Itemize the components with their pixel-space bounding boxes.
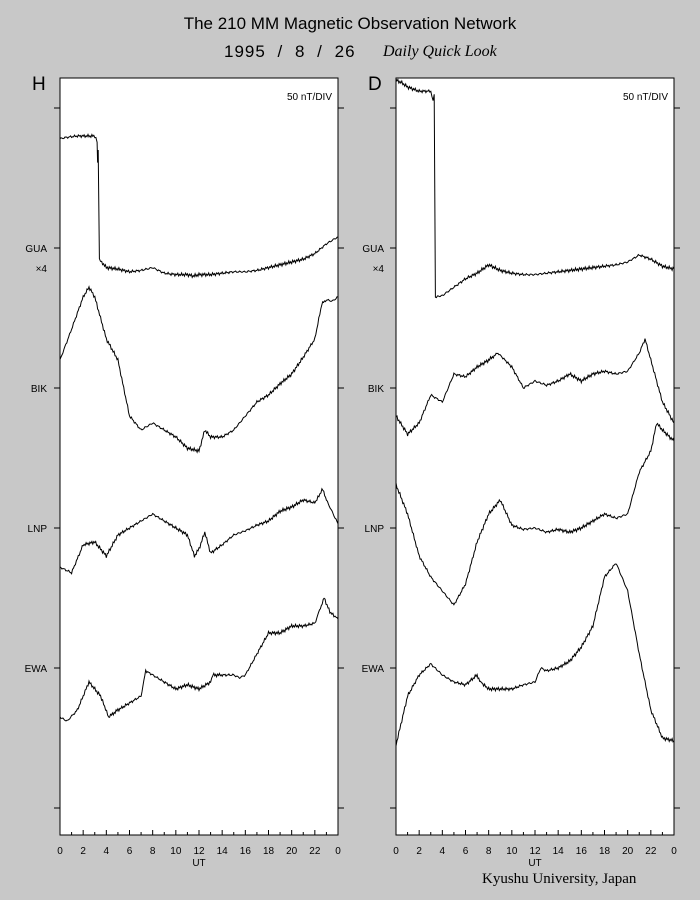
station-label-gua: GUA <box>25 244 47 255</box>
station-multiplier-label: ×4 <box>36 264 48 275</box>
trace-lnp <box>59 487 339 575</box>
x-tick-label: 6 <box>127 846 133 857</box>
x-tick-label: 16 <box>576 846 588 857</box>
page-title: The 210 MM Magnetic Observation Network <box>183 14 517 33</box>
x-tick-label: 10 <box>170 846 182 857</box>
station-label-bik: BIK <box>368 384 384 395</box>
x-tick-label: 20 <box>622 846 634 857</box>
trace-bik <box>59 285 339 454</box>
x-tick-label: 4 <box>104 846 110 857</box>
credit-text: Kyushu University, Japan <box>482 871 637 887</box>
panel-h: H 50 nT/DIV GUA ×4 BIK LNP EWA 0 2 4 6 8 10 12 14 16 18 2… <box>25 74 344 869</box>
station-multiplier-label: ×4 <box>373 264 385 275</box>
station-label-ewa: EWA <box>25 664 48 675</box>
x-tick-label: 16 <box>240 846 252 857</box>
x-tick-label: 22 <box>309 846 321 857</box>
trace-gua <box>395 78 675 299</box>
x-tick-label: 18 <box>263 846 275 857</box>
x-tick-label: 8 <box>150 846 156 857</box>
x-tick-label: 12 <box>193 846 205 857</box>
x-tick-label: 4 <box>440 846 446 857</box>
x-tick-label: 0 <box>335 846 341 857</box>
trace-bik <box>395 338 675 437</box>
x-tick-label: 14 <box>553 846 565 857</box>
x-tick-label: 12 <box>529 846 541 857</box>
scale-label: 50 nT/DIV <box>287 92 332 103</box>
x-tick-label: 6 <box>463 846 469 857</box>
station-label-lnp: LNP <box>28 524 48 535</box>
x-tick-label: 14 <box>217 846 229 857</box>
station-label-gua: GUA <box>362 244 384 255</box>
trace-gua <box>59 133 339 279</box>
trace-lnp <box>395 422 675 606</box>
x-tick-label: 0 <box>671 846 677 857</box>
observation-date: 1995 / 8 / 26 <box>224 42 356 61</box>
plot-frame <box>59 77 339 836</box>
x-axis-label: UT <box>528 858 541 869</box>
panel-label: H <box>32 74 46 95</box>
x-tick-label: 0 <box>393 846 399 857</box>
panel-d: D 50 nT/DIV GUA ×4 BIK LNP EWA 0 2 4 6 8 10 12 14 16 18 2… <box>362 74 680 869</box>
station-label-lnp: LNP <box>365 524 385 535</box>
scale-label: 50 nT/DIV <box>623 92 668 103</box>
station-label-ewa: EWA <box>362 664 385 675</box>
x-tick-label: 2 <box>416 846 422 857</box>
x-tick-label: 0 <box>57 846 63 857</box>
trace-ewa <box>395 563 675 747</box>
x-axis-label: UT <box>192 858 205 869</box>
panel-label: D <box>368 74 382 95</box>
quick-look-subtitle: Daily Quick Look <box>383 43 497 60</box>
x-tick-label: 8 <box>486 846 492 857</box>
x-tick-label: 2 <box>80 846 86 857</box>
plot-frame <box>395 77 675 836</box>
trace-ewa <box>59 597 339 722</box>
x-tick-label: 20 <box>286 846 298 857</box>
station-label-bik: BIK <box>31 384 47 395</box>
x-tick-label: 18 <box>599 846 611 857</box>
x-tick-label: 10 <box>506 846 518 857</box>
x-tick-label: 22 <box>645 846 657 857</box>
